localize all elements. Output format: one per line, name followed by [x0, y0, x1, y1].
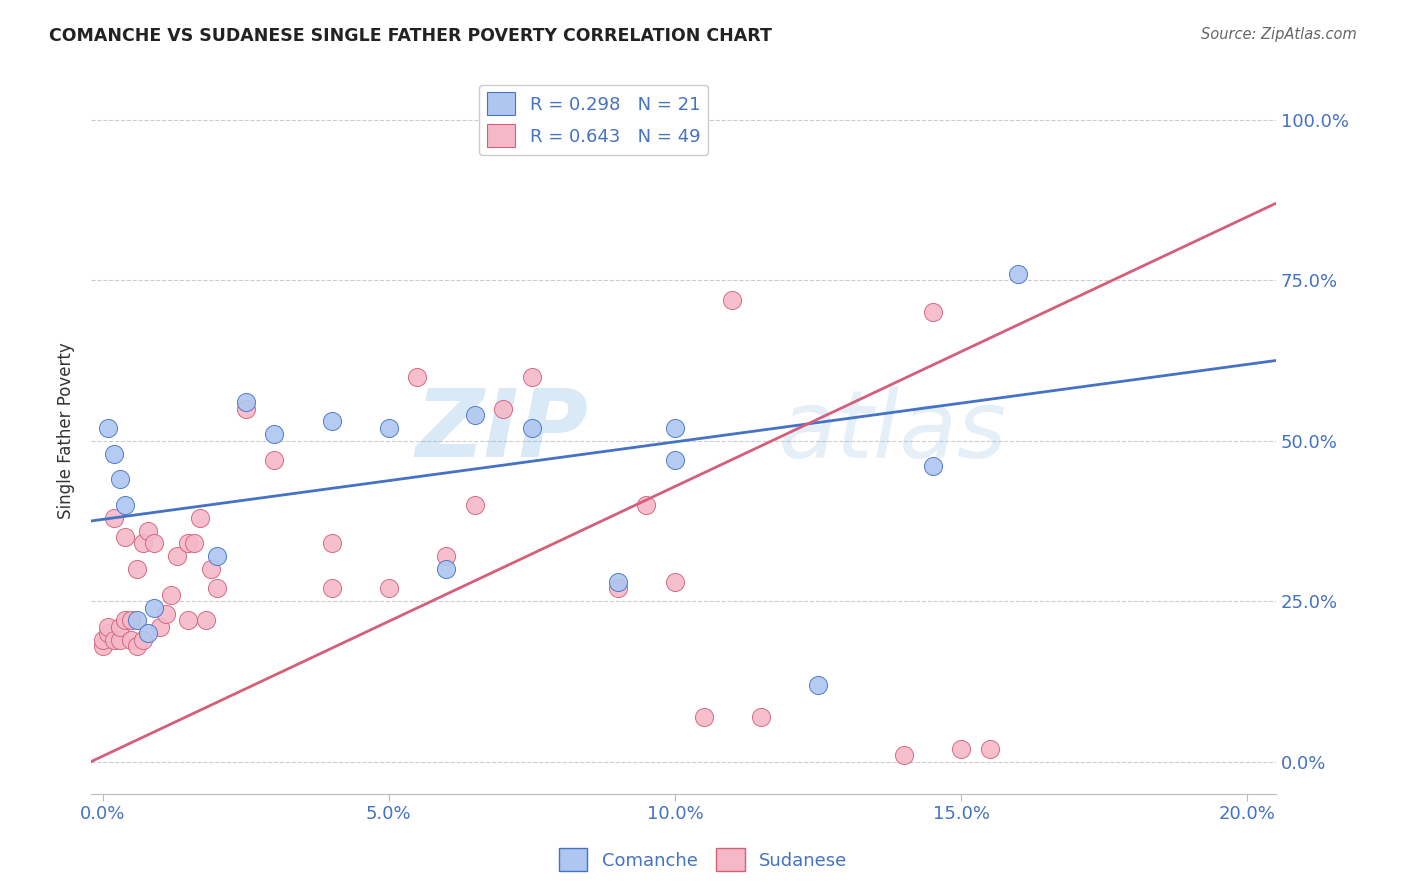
Point: [664, 574, 686, 589]
Point: [721, 293, 744, 307]
Point: [520, 421, 543, 435]
Point: [1007, 267, 1029, 281]
Point: [108, 472, 131, 486]
Point: [103, 632, 125, 647]
Point: [464, 408, 486, 422]
Point: [807, 677, 830, 691]
Point: [664, 453, 686, 467]
Legend: R = 0.298   N = 21, R = 0.643   N = 49: R = 0.298 N = 21, R = 0.643 N = 49: [479, 85, 707, 154]
Point: [97, 421, 120, 435]
Point: [235, 395, 257, 409]
Point: [160, 588, 183, 602]
Point: [103, 446, 125, 460]
Point: [979, 741, 1001, 756]
Point: [125, 639, 148, 653]
Point: [664, 421, 686, 435]
Point: [692, 709, 714, 723]
Point: [606, 582, 628, 596]
Point: [91, 639, 114, 653]
Point: [108, 632, 131, 647]
Point: [188, 510, 211, 524]
Point: [406, 369, 429, 384]
Point: [120, 632, 142, 647]
Point: [138, 626, 160, 640]
Point: [200, 562, 222, 576]
Point: [183, 536, 205, 550]
Text: Source: ZipAtlas.com: Source: ZipAtlas.com: [1201, 27, 1357, 42]
Point: [114, 614, 136, 628]
Point: [155, 607, 177, 621]
Point: [378, 582, 401, 596]
Text: atlas: atlas: [779, 385, 1007, 476]
Point: [321, 536, 343, 550]
Point: [921, 459, 943, 474]
Point: [520, 369, 543, 384]
Y-axis label: Single Father Poverty: Single Father Poverty: [58, 343, 75, 519]
Point: [321, 415, 343, 429]
Point: [177, 536, 200, 550]
Point: [143, 600, 166, 615]
Point: [114, 530, 136, 544]
Point: [149, 620, 172, 634]
Point: [194, 614, 217, 628]
Point: [131, 632, 153, 647]
Point: [636, 498, 658, 512]
Point: [131, 536, 153, 550]
Point: [321, 582, 343, 596]
Point: [143, 536, 166, 550]
Point: [125, 614, 148, 628]
Point: [138, 524, 160, 538]
Point: [434, 562, 457, 576]
Point: [120, 614, 142, 628]
Point: [97, 620, 120, 634]
Point: [606, 574, 628, 589]
Point: [103, 510, 125, 524]
Point: [125, 562, 148, 576]
Point: [97, 626, 120, 640]
Legend: Comanche, Sudanese: Comanche, Sudanese: [551, 841, 855, 879]
Point: [235, 401, 257, 416]
Point: [205, 549, 228, 564]
Text: ZIP: ZIP: [416, 385, 589, 477]
Point: [893, 748, 915, 763]
Text: COMANCHE VS SUDANESE SINGLE FATHER POVERTY CORRELATION CHART: COMANCHE VS SUDANESE SINGLE FATHER POVER…: [49, 27, 772, 45]
Point: [205, 582, 228, 596]
Point: [950, 741, 973, 756]
Point: [177, 614, 200, 628]
Point: [108, 620, 131, 634]
Point: [464, 498, 486, 512]
Point: [378, 421, 401, 435]
Point: [492, 401, 515, 416]
Point: [749, 709, 772, 723]
Point: [166, 549, 188, 564]
Point: [921, 305, 943, 319]
Point: [263, 427, 285, 442]
Point: [263, 453, 285, 467]
Point: [91, 632, 114, 647]
Point: [114, 498, 136, 512]
Point: [434, 549, 457, 564]
